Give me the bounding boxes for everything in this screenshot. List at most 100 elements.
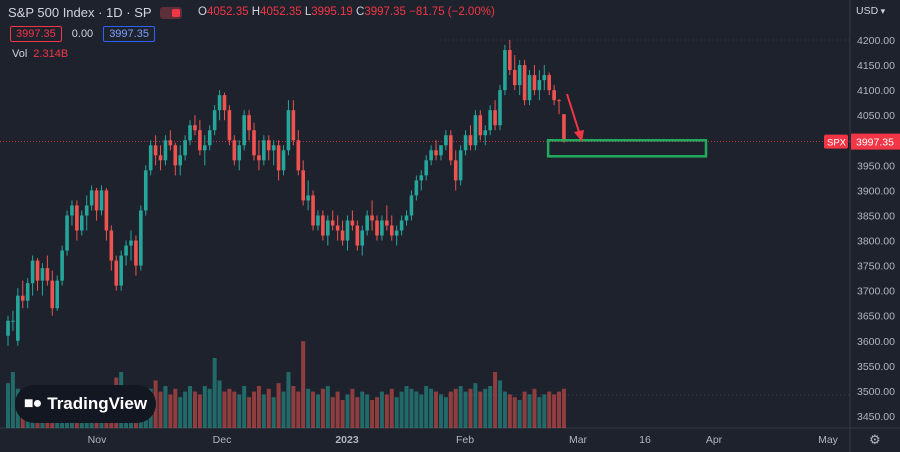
- candle: [503, 45, 507, 96]
- candle-body: [385, 220, 389, 226]
- volume-bar: [458, 386, 463, 428]
- volume-bar: [330, 397, 335, 428]
- candle-body: [217, 95, 222, 111]
- x-tick-label: Nov: [88, 434, 107, 446]
- candle: [119, 250, 123, 291]
- candle: [80, 210, 84, 236]
- candle-body: [94, 190, 99, 211]
- candle: [414, 175, 419, 201]
- price-tag-bg: [851, 133, 900, 150]
- candle: [404, 210, 409, 226]
- buy-price-button[interactable]: 3997.35: [103, 26, 155, 42]
- candle-body: [345, 220, 350, 241]
- volume-bar: [345, 394, 350, 428]
- candle: [547, 72, 551, 96]
- candle: [178, 145, 182, 176]
- candle-body: [75, 205, 79, 231]
- volume-bar: [453, 388, 458, 428]
- volume-bar: [488, 386, 493, 428]
- candle-body: [70, 205, 74, 216]
- volume-bar: [389, 388, 394, 428]
- candle-body: [168, 140, 173, 146]
- candle-body: [104, 190, 109, 231]
- volume-value: 2.314B: [33, 48, 69, 60]
- candle: [424, 155, 428, 181]
- candle-body: [20, 295, 25, 301]
- candle-body: [286, 110, 291, 151]
- candle: [458, 145, 463, 186]
- candle: [321, 210, 325, 241]
- candle: [488, 105, 492, 136]
- candle-body: [429, 150, 433, 161]
- trade-boxes: 3997.35 0.00 3997.35: [10, 26, 155, 42]
- candle: [557, 99, 561, 115]
- candle: [473, 110, 478, 151]
- candle: [173, 142, 178, 176]
- candle-body: [552, 90, 556, 101]
- volume-bar: [242, 386, 247, 428]
- ohlc-legend: O4052.35 H4052.35 L3995.19 C3997.35 −81.…: [198, 6, 495, 18]
- candle: [340, 220, 345, 246]
- candle: [330, 210, 335, 231]
- candle: [434, 140, 438, 161]
- volume-bar: [281, 391, 286, 428]
- volume-bar: [419, 394, 424, 428]
- candle: [94, 187, 99, 221]
- visibility-toggle-icon[interactable]: [159, 6, 182, 19]
- symbol-name[interactable]: S&P 500 Index · 1D · SP: [8, 5, 152, 20]
- candle: [11, 310, 15, 331]
- candle-body: [488, 110, 492, 131]
- candle-body: [557, 100, 561, 102]
- candle: [252, 122, 256, 161]
- gear-icon[interactable]: ⚙: [869, 432, 881, 447]
- volume-bar: [227, 388, 232, 428]
- candle: [562, 114, 566, 143]
- volume-bar: [448, 391, 453, 428]
- candle: [193, 115, 197, 136]
- candle: [326, 215, 330, 246]
- candle-body: [542, 75, 547, 81]
- candle-body: [311, 195, 315, 226]
- candle: [247, 110, 251, 141]
- spread-value: 0.00: [71, 28, 94, 40]
- volume-bar: [173, 388, 178, 428]
- volume-bar: [261, 394, 266, 428]
- candle: [114, 255, 119, 291]
- candle: [301, 160, 305, 206]
- candle-body: [158, 155, 163, 161]
- candle: [60, 245, 64, 286]
- tradingview-logo[interactable]: ■● TradingView: [15, 385, 156, 423]
- candle: [257, 140, 261, 171]
- candle-body: [203, 145, 207, 151]
- symbol-tag-bg: [824, 134, 848, 149]
- currency-selector[interactable]: USD: [856, 5, 885, 17]
- candle-body: [11, 320, 15, 322]
- candle-body: [65, 215, 69, 251]
- volume-bar: [296, 391, 301, 428]
- candle: [143, 165, 148, 216]
- candle-body: [449, 135, 453, 161]
- candle: [409, 190, 414, 221]
- volume-bar: [232, 391, 237, 428]
- volume-bar: [414, 391, 419, 428]
- candle: [89, 185, 94, 211]
- candle-body: [380, 220, 384, 236]
- candle-body: [321, 215, 325, 236]
- candle: [517, 60, 522, 96]
- candle: [109, 225, 114, 271]
- candle-body: [281, 150, 286, 171]
- volume-bar: [306, 388, 311, 428]
- candle-body: [296, 140, 301, 171]
- candle-body: [257, 155, 261, 161]
- candle: [370, 200, 374, 231]
- candle: [537, 70, 542, 101]
- candle: [129, 230, 133, 261]
- candle: [134, 235, 138, 276]
- y-tick-label: 4100.00: [857, 85, 895, 97]
- sell-price-button[interactable]: 3997.35: [10, 26, 62, 42]
- annotation-arrow-head: [574, 130, 584, 142]
- candle: [286, 100, 291, 156]
- symbol-title[interactable]: S&P 500 Index · 1D · SP: [8, 5, 182, 20]
- candle-body: [35, 260, 40, 281]
- volume-bar: [379, 391, 384, 428]
